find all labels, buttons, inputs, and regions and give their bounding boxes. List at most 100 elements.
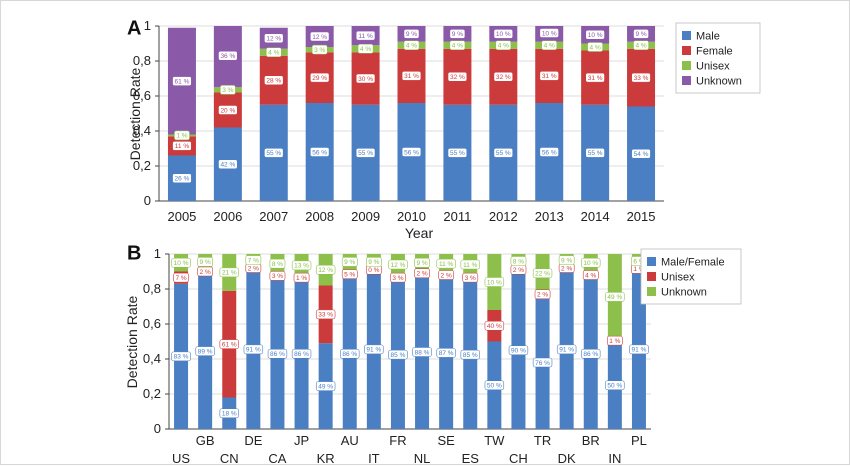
data-label: 3 % <box>465 275 476 282</box>
panel-label: A <box>127 17 141 39</box>
data-label-box <box>264 148 284 158</box>
data-label: 9 % <box>344 259 355 266</box>
data-label: 2 % <box>248 265 259 272</box>
data-label: 9 % <box>635 31 646 38</box>
data-label-box <box>412 347 432 357</box>
data-label: 86 % <box>342 351 357 358</box>
x-tick-label: FR <box>389 433 406 448</box>
y-tick-label: 0,2 <box>133 158 151 173</box>
legend-swatch <box>682 46 691 55</box>
y-tick-label: 0 <box>154 421 161 436</box>
data-label: 3 % <box>222 87 233 94</box>
data-label-box <box>172 173 192 184</box>
data-label-box <box>436 258 456 269</box>
data-label-box <box>449 29 466 39</box>
data-label: 1 % <box>633 266 644 273</box>
data-label: 2 % <box>416 271 427 278</box>
data-label: 83 % <box>174 354 189 361</box>
data-label-box <box>293 272 310 283</box>
data-label-box <box>173 272 189 283</box>
data-label: 9 % <box>200 259 211 266</box>
data-label: 7 % <box>248 257 259 264</box>
data-label-box <box>447 71 468 82</box>
data-label: 91 % <box>246 347 261 354</box>
data-label: 36 % <box>220 53 235 60</box>
data-label-box <box>539 147 559 157</box>
y-axis-label: Detection Rate <box>124 295 140 388</box>
data-label: 54 % <box>634 151 649 158</box>
x-tick-label: 2005 <box>167 209 196 224</box>
data-label-box <box>414 268 430 279</box>
data-label-box <box>309 72 330 83</box>
data-label-box <box>388 259 408 270</box>
data-label: 8 % <box>513 258 524 265</box>
data-label: 4 % <box>360 46 371 53</box>
data-label: 3 % <box>272 273 283 280</box>
data-label: 76 % <box>535 360 550 367</box>
data-label-box <box>403 29 420 39</box>
y-axis-label: Detection Rate <box>127 67 143 160</box>
y-tick-label: 1 <box>144 18 151 33</box>
data-label: 21 % <box>222 270 237 277</box>
data-label-box <box>267 348 288 359</box>
data-label-box <box>219 408 239 419</box>
data-label-box <box>401 71 422 81</box>
data-label-box <box>264 33 284 44</box>
y-tick-label: 0,2 <box>143 386 161 401</box>
y-tick-label: 0,8 <box>133 53 151 68</box>
legend-swatch <box>647 287 656 296</box>
data-label: 55 % <box>588 150 603 157</box>
data-label-box <box>401 147 422 157</box>
data-label-box <box>171 257 191 268</box>
data-label: 4 % <box>585 272 596 279</box>
data-label: 10 % <box>583 260 598 267</box>
data-label-box <box>541 40 558 51</box>
data-label-box <box>581 348 601 359</box>
data-label: 4 % <box>590 44 601 51</box>
x-tick-label: 2009 <box>351 209 380 224</box>
data-label: 90 % <box>511 348 526 355</box>
data-label-box <box>355 30 376 41</box>
x-axis-label: Year <box>405 225 434 241</box>
data-label: 2 % <box>513 267 524 274</box>
data-label: 2 % <box>200 269 211 276</box>
data-label-box <box>629 344 649 355</box>
data-label: 31 % <box>542 73 557 80</box>
legend-label: Male/Female <box>661 257 725 269</box>
data-label-box <box>539 71 559 81</box>
data-label: 12 % <box>312 34 327 41</box>
data-label-box <box>631 72 651 83</box>
legend-label: Unisex <box>661 272 695 284</box>
data-label-box <box>436 348 456 358</box>
data-label: 4 % <box>452 43 463 50</box>
data-label: 9 % <box>406 31 417 38</box>
x-tick-label: 2013 <box>535 209 564 224</box>
data-label-box <box>315 381 336 391</box>
data-label: 86 % <box>294 351 309 358</box>
data-label-box <box>539 28 559 38</box>
data-label: 2 % <box>537 292 548 299</box>
x-tick-label: AU <box>341 433 359 448</box>
data-label: 55 % <box>496 150 511 157</box>
data-label-box <box>414 257 430 268</box>
data-label: 1 % <box>176 133 187 140</box>
data-label-box <box>269 271 286 281</box>
data-label-box <box>265 47 282 58</box>
data-label-box <box>534 289 551 300</box>
data-label-box <box>532 268 553 279</box>
data-label-box <box>172 76 192 86</box>
data-label: 42 % <box>220 162 235 169</box>
data-label: 10 % <box>588 32 603 39</box>
data-label-box <box>449 40 466 51</box>
x-tick-label: 2007 <box>259 209 288 224</box>
data-label: 11 % <box>175 143 190 150</box>
y-tick-label: 0,4 <box>133 123 151 138</box>
data-label-box <box>219 267 239 278</box>
data-label: 31 % <box>588 75 603 82</box>
data-label: 11 % <box>358 33 373 40</box>
data-label-box <box>341 269 358 279</box>
data-label: 91 % <box>366 347 381 354</box>
x-tick-label: US <box>172 451 190 466</box>
y-tick-label: 0,8 <box>143 281 161 296</box>
